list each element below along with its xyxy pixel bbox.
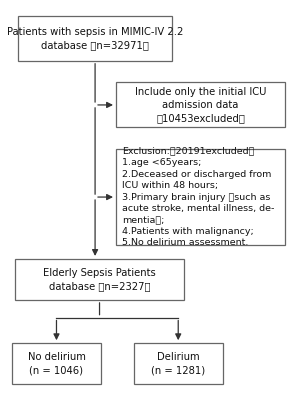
- Text: Delirium
(n = 1281): Delirium (n = 1281): [151, 352, 205, 375]
- FancyBboxPatch shape: [12, 343, 101, 384]
- Text: Elderly Sepsis Patients
database （n=2327）: Elderly Sepsis Patients database （n=2327…: [43, 268, 156, 291]
- Text: Exclusion:（20191excluded）
1.age <65years;
2.Deceased or discharged from
ICU with: Exclusion:（20191excluded） 1.age <65years…: [122, 147, 274, 247]
- FancyBboxPatch shape: [134, 343, 223, 384]
- FancyBboxPatch shape: [18, 16, 172, 61]
- FancyBboxPatch shape: [116, 82, 285, 128]
- Text: Patients with sepsis in MIMIC-IV 2.2
database （n=32971）: Patients with sepsis in MIMIC-IV 2.2 dat…: [7, 27, 183, 50]
- FancyBboxPatch shape: [116, 149, 285, 245]
- Text: No delirium
(n = 1046): No delirium (n = 1046): [28, 352, 85, 375]
- Text: Include only the initial ICU
admission data
（10453excluded）: Include only the initial ICU admission d…: [135, 87, 266, 123]
- FancyBboxPatch shape: [15, 259, 184, 300]
